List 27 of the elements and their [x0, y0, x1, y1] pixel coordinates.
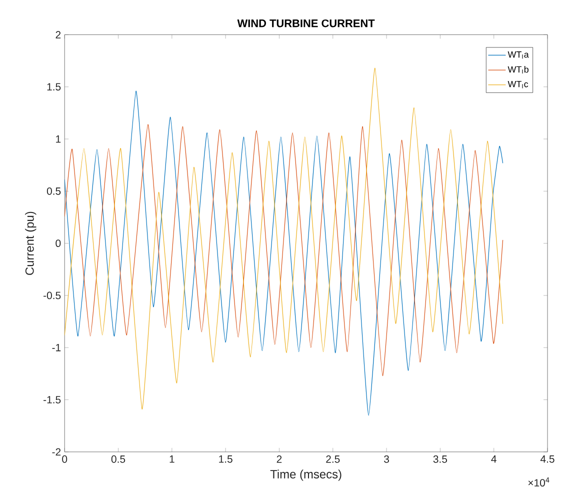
chart-title: WIND TURBINE CURRENT	[237, 19, 375, 28]
text: ×10$^{4}$	[528, 477, 550, 487]
y-tick-label: 0.5	[46, 187, 61, 195]
y-tick-label: 1.5	[47, 83, 61, 91]
y-tick-label: -1	[52, 344, 61, 352]
y-tick-label: -1.5	[44, 396, 61, 404]
y-axis-title: Current (pu)	[25, 212, 36, 275]
x-tick-label: 4	[491, 455, 496, 463]
x-tick-label: 4.5	[540, 455, 554, 463]
x-tick-label: 1.5	[219, 455, 232, 463]
line-series	[64, 124, 504, 376]
y-tick-label: 0	[56, 240, 61, 248]
x-tick-label: 3	[384, 455, 389, 463]
x-tick-label: 2.5	[326, 455, 340, 463]
legend-label: WT$_{I}$b	[508, 66, 528, 74]
y-tick-label: 1	[56, 135, 61, 143]
y-tick-label: -0.5	[44, 292, 61, 300]
x-tick-label: 0.5	[111, 455, 126, 463]
legend-label: WT$_{I}$a	[508, 51, 529, 59]
x-tick-label: 2	[276, 455, 282, 463]
x-tick-label: 1	[170, 455, 174, 463]
x-axis-title: Time (msecs)	[270, 470, 342, 481]
y-tick-label: 2	[56, 31, 61, 38]
y-tick-label: -2	[52, 448, 61, 456]
x-tick-label: 0	[62, 455, 68, 463]
x-tick-label: 3.5	[433, 455, 448, 463]
legend-label: WT$_{I}$c	[508, 80, 528, 88]
